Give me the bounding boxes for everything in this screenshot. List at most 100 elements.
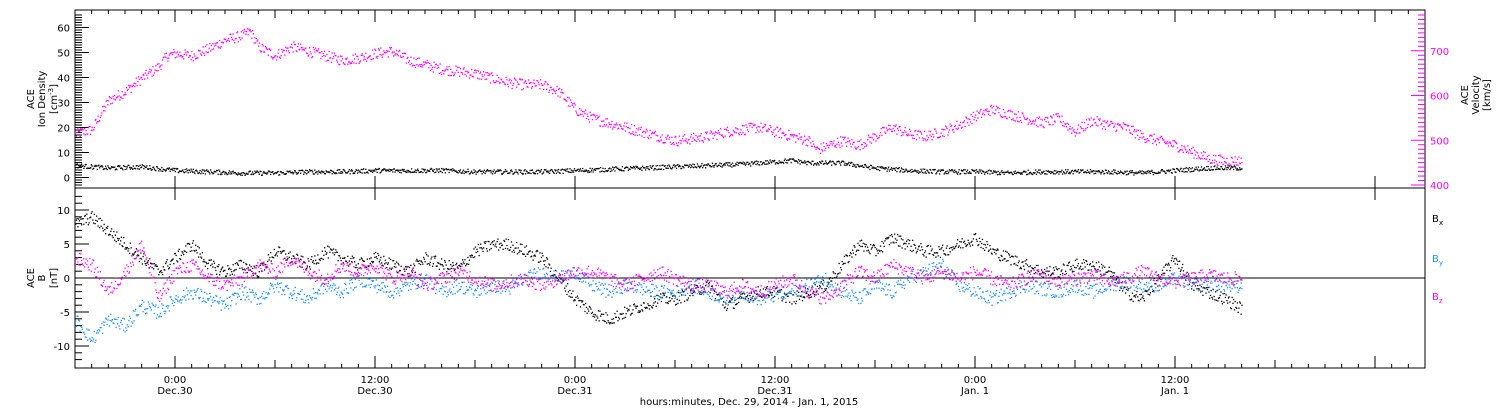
velocity-point xyxy=(736,128,738,130)
density-tick-label: 10 xyxy=(57,149,70,160)
velocity-point xyxy=(117,96,119,98)
bx-point xyxy=(1036,269,1038,271)
density-point xyxy=(563,169,565,171)
bx-point xyxy=(693,290,696,292)
density-point xyxy=(705,164,708,166)
bx-point xyxy=(1158,278,1161,280)
velocity-point xyxy=(95,118,97,121)
velocity-point xyxy=(113,98,115,100)
bx-point xyxy=(401,273,403,276)
velocity-point xyxy=(1016,117,1018,119)
bx-point xyxy=(750,299,752,301)
velocity-point xyxy=(857,140,859,143)
bx-point xyxy=(101,219,103,222)
velocity-point xyxy=(1188,152,1190,154)
density-point xyxy=(1083,171,1086,174)
velocity-point xyxy=(523,82,525,84)
velocity-point xyxy=(255,42,257,44)
bx-point xyxy=(366,258,368,260)
velocity-point xyxy=(828,147,830,149)
velocity-point xyxy=(258,42,260,44)
density-point xyxy=(720,163,723,165)
velocity-point xyxy=(1067,129,1069,131)
velocity-point xyxy=(1110,121,1112,123)
velocity-point xyxy=(1220,155,1222,158)
bx-point xyxy=(91,211,93,213)
density-point xyxy=(891,167,893,169)
bx-point xyxy=(883,245,885,248)
velocity-point xyxy=(914,130,916,132)
density-point xyxy=(930,169,932,171)
velocity-point xyxy=(987,113,990,115)
density-point xyxy=(931,172,933,174)
bx-point xyxy=(1028,266,1030,268)
velocity-point xyxy=(810,145,813,147)
density-point xyxy=(619,169,621,172)
density-point xyxy=(444,172,446,174)
bx-point xyxy=(192,240,194,242)
bx-point xyxy=(194,250,196,252)
velocity-point xyxy=(1194,154,1197,156)
velocity-point xyxy=(294,43,296,46)
velocity-point xyxy=(1012,118,1014,120)
density-point xyxy=(1101,171,1103,173)
bx-point xyxy=(108,234,110,236)
density-point xyxy=(237,174,239,176)
density-point xyxy=(180,170,182,173)
density-point xyxy=(870,164,872,166)
velocity-point xyxy=(357,58,359,60)
bx-point xyxy=(1003,258,1005,260)
velocity-point xyxy=(541,84,543,86)
velocity-point xyxy=(262,45,264,47)
bx-point xyxy=(890,242,892,244)
bx-point xyxy=(745,296,747,298)
velocity-point xyxy=(231,38,233,41)
velocity-point xyxy=(300,43,302,45)
velocity-point xyxy=(928,130,930,132)
bx-point xyxy=(98,218,100,220)
bx-point xyxy=(181,251,183,253)
velocity-point xyxy=(454,72,456,74)
velocity-point xyxy=(439,63,441,65)
velocity-point xyxy=(107,104,109,106)
velocity-point xyxy=(783,132,785,134)
density-point xyxy=(834,163,837,166)
density-point xyxy=(87,167,89,169)
density-point xyxy=(323,171,325,173)
bx-point xyxy=(816,290,818,292)
velocity-point xyxy=(651,131,654,133)
density-point xyxy=(760,161,762,163)
bx-point xyxy=(597,310,600,312)
bx-point xyxy=(326,252,328,254)
bx-point xyxy=(403,268,405,270)
density-point xyxy=(534,172,536,174)
density-point xyxy=(490,172,492,174)
density-point xyxy=(438,171,440,174)
bx-point xyxy=(610,322,612,324)
bx-point xyxy=(199,253,201,255)
velocity-point xyxy=(287,47,289,49)
velocity-point xyxy=(750,122,752,125)
bx-point xyxy=(1134,296,1137,298)
velocity-point xyxy=(128,84,130,86)
bx-point xyxy=(926,245,928,248)
velocity-point xyxy=(85,129,87,132)
density-point xyxy=(142,165,144,167)
velocity-point xyxy=(1167,145,1170,147)
velocity-point xyxy=(498,82,501,84)
density-point xyxy=(402,168,404,171)
velocity-point xyxy=(609,123,611,125)
density-point xyxy=(366,171,368,173)
velocity-point xyxy=(519,78,521,80)
bx-point xyxy=(948,254,950,256)
density-point xyxy=(576,169,578,172)
velocity-point xyxy=(125,93,127,96)
velocity-point xyxy=(744,134,746,136)
density-point xyxy=(1081,169,1083,171)
density-point xyxy=(1105,169,1107,171)
density-point xyxy=(929,168,931,171)
density-point xyxy=(450,169,452,171)
bx-point xyxy=(999,260,1002,262)
bx-point xyxy=(1065,272,1068,275)
